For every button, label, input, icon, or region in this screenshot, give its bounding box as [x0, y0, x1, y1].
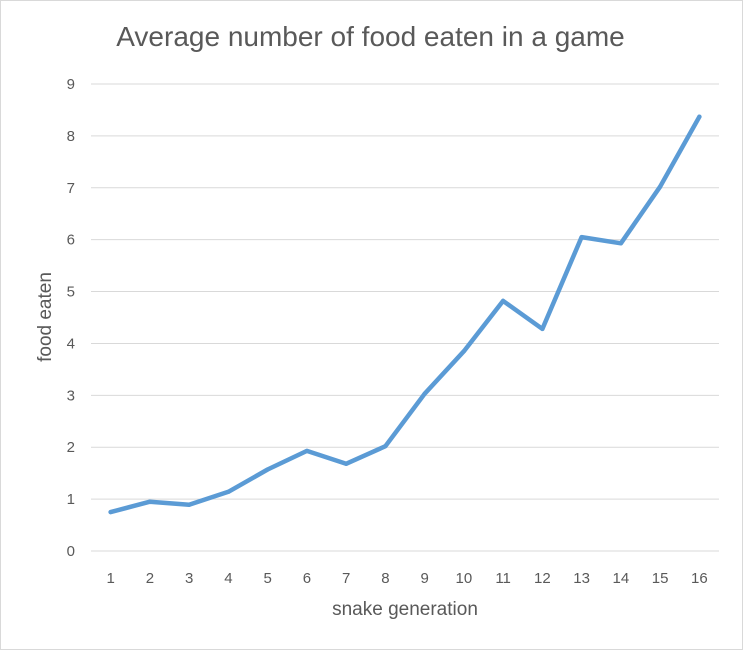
x-tick-label: 12	[534, 570, 551, 587]
x-tick-label: 5	[263, 570, 271, 587]
x-tick-label: 6	[303, 570, 311, 587]
chart-title: Average number of food eaten in a game	[116, 21, 625, 52]
y-tick-label: 8	[67, 128, 75, 145]
data-point	[422, 391, 427, 396]
y-tick-label: 1	[67, 491, 75, 508]
data-point	[344, 461, 349, 466]
data-point	[618, 241, 623, 246]
y-axis-ticks: 0 1 2 3 4 5 6 7 8 9	[67, 76, 75, 560]
data-point	[383, 444, 388, 449]
data-point	[697, 114, 702, 119]
data-point	[540, 326, 545, 331]
y-tick-label: 7	[67, 180, 75, 197]
series-layer	[108, 114, 702, 515]
gridlines	[91, 83, 719, 552]
data-point	[304, 448, 309, 453]
x-tick-label: 16	[691, 570, 708, 587]
x-tick-label: 8	[381, 570, 389, 587]
x-tick-label: 10	[456, 570, 473, 587]
y-tick-label: 5	[67, 284, 75, 301]
x-tick-label: 9	[420, 570, 428, 587]
x-axis-ticks: 1 2 3 4 5 6 7 8 9 10 11 12 13 14 15 16	[106, 570, 707, 587]
x-tick-label: 11	[495, 570, 511, 587]
data-point	[147, 499, 152, 504]
x-tick-label: 15	[652, 570, 669, 587]
x-tick-label: 7	[342, 570, 350, 587]
y-tick-label: 9	[67, 76, 75, 93]
data-point	[658, 184, 663, 189]
data-point	[108, 510, 113, 515]
x-tick-label: 2	[146, 570, 154, 587]
x-tick-label: 14	[613, 570, 630, 587]
x-tick-label: 1	[106, 570, 114, 587]
y-tick-label: 6	[67, 232, 75, 249]
y-tick-label: 3	[67, 387, 75, 404]
x-axis-title: snake generation	[332, 599, 478, 620]
y-axis-title: food eaten	[35, 272, 56, 362]
x-tick-label: 13	[573, 570, 590, 587]
data-point	[501, 298, 506, 303]
data-point	[461, 349, 466, 354]
x-tick-label: 3	[185, 570, 193, 587]
y-tick-label: 4	[67, 335, 75, 352]
series-line	[108, 114, 702, 515]
data-point	[226, 489, 231, 494]
y-tick-label: 0	[67, 543, 75, 560]
x-tick-label: 4	[224, 570, 232, 587]
y-tick-label: 2	[67, 439, 75, 456]
data-point	[265, 467, 270, 472]
data-point	[579, 235, 584, 240]
data-point	[187, 502, 192, 507]
